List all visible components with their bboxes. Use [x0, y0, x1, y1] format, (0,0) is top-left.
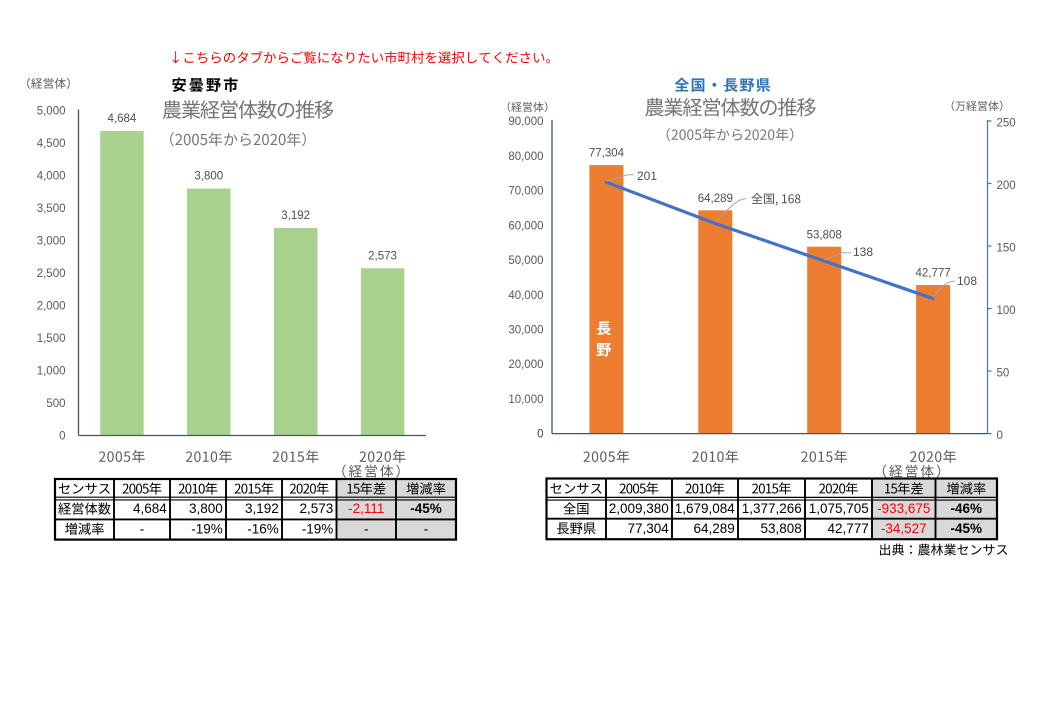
svg-text:90,000: 90,000	[508, 116, 543, 128]
svg-text:1,500: 1,500	[37, 333, 66, 345]
svg-text:4,500: 4,500	[37, 138, 66, 150]
svg-text:3,192: 3,192	[245, 501, 279, 516]
svg-text:77,304: 77,304	[628, 521, 670, 536]
svg-text:-: -	[424, 521, 429, 536]
svg-text:50: 50	[997, 367, 1010, 379]
svg-text:3,000: 3,000	[37, 236, 66, 248]
svg-text:-45%: -45%	[410, 501, 442, 516]
svg-text:-45%: -45%	[950, 521, 982, 536]
svg-text:64,289: 64,289	[694, 521, 735, 536]
svg-text:60,000: 60,000	[508, 220, 543, 232]
svg-text:20,000: 20,000	[508, 359, 543, 371]
svg-text:3,192: 3,192	[281, 210, 310, 222]
svg-text:4,684: 4,684	[133, 501, 167, 516]
svg-text:150: 150	[997, 242, 1016, 254]
svg-text:-46%: -46%	[950, 501, 982, 516]
svg-text:1,000: 1,000	[37, 366, 66, 378]
svg-text:-: -	[140, 521, 145, 536]
svg-text:2,000: 2,000	[37, 301, 66, 313]
svg-text:1,377,266: 1,377,266	[742, 501, 802, 516]
svg-text:77,304: 77,304	[589, 148, 625, 160]
svg-text:3,800: 3,800	[189, 501, 223, 516]
svg-text:0: 0	[537, 429, 543, 441]
svg-text:53,808: 53,808	[761, 521, 802, 536]
svg-text:108: 108	[957, 274, 977, 288]
svg-text:0: 0	[537, 429, 543, 441]
svg-text:3,800: 3,800	[194, 171, 223, 183]
svg-text:500: 500	[46, 398, 65, 410]
svg-text:-34,527: -34,527	[881, 521, 927, 536]
svg-text:40,000: 40,000	[508, 290, 543, 302]
svg-text:3,500: 3,500	[37, 203, 66, 215]
svg-text:30,000: 30,000	[508, 325, 543, 337]
svg-text:-933,675: -933,675	[877, 501, 930, 516]
svg-text:-2,111: -2,111	[348, 501, 384, 516]
svg-text:2,500: 2,500	[37, 268, 66, 280]
svg-text:1,679,084: 1,679,084	[675, 501, 736, 516]
svg-text:42,777: 42,777	[828, 521, 869, 536]
svg-text:-19%: -19%	[302, 521, 334, 536]
svg-text:53,808: 53,808	[807, 229, 842, 241]
svg-text:-19%: -19%	[191, 521, 223, 536]
svg-text:-: -	[364, 521, 369, 536]
svg-text:1,075,705: 1,075,705	[809, 501, 869, 516]
svg-text:42,777: 42,777	[915, 268, 950, 280]
svg-text:0: 0	[59, 431, 65, 443]
svg-text:-16%: -16%	[247, 521, 279, 536]
svg-text:2,009,380: 2,009,380	[609, 501, 669, 516]
svg-text:250: 250	[997, 117, 1016, 129]
svg-text:5,000: 5,000	[37, 106, 66, 118]
svg-text:4,684: 4,684	[108, 113, 137, 125]
svg-text:70,000: 70,000	[508, 186, 543, 198]
svg-text:200: 200	[997, 180, 1016, 192]
svg-text:0: 0	[997, 430, 1003, 442]
svg-text:50,000: 50,000	[508, 255, 543, 267]
svg-text:2,573: 2,573	[368, 250, 397, 262]
svg-text:201: 201	[637, 169, 657, 183]
svg-text:80,000: 80,000	[508, 151, 543, 163]
svg-text:64,289: 64,289	[698, 193, 733, 205]
svg-text:100: 100	[997, 305, 1016, 317]
svg-text:2,573: 2,573	[300, 501, 334, 516]
svg-text:10,000: 10,000	[508, 394, 543, 406]
svg-text:4,000: 4,000	[37, 171, 66, 183]
svg-text:138: 138	[853, 245, 873, 259]
